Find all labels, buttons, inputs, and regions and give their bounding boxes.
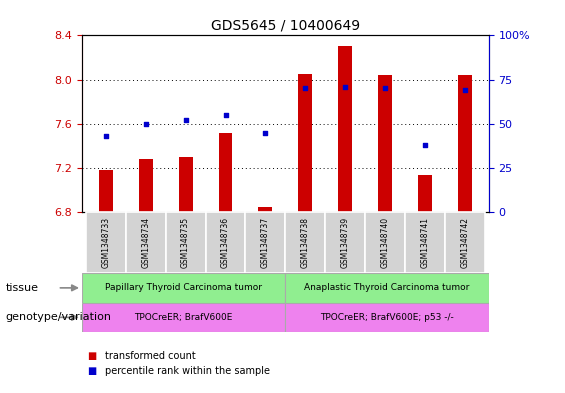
- Text: percentile rank within the sample: percentile rank within the sample: [105, 366, 270, 376]
- Bar: [99, 170, 113, 212]
- Bar: [258, 207, 272, 212]
- Bar: [179, 157, 193, 212]
- Text: genotype/variation: genotype/variation: [6, 312, 112, 322]
- Text: GSM1348741: GSM1348741: [420, 217, 429, 268]
- Point: [101, 133, 110, 139]
- Point: [181, 117, 190, 123]
- Title: GDS5645 / 10400649: GDS5645 / 10400649: [211, 19, 360, 33]
- Bar: [285, 212, 325, 273]
- Text: GSM1348735: GSM1348735: [181, 217, 190, 268]
- Point: [460, 87, 470, 93]
- Bar: [365, 212, 405, 273]
- Text: transformed count: transformed count: [105, 351, 195, 361]
- Point: [380, 85, 389, 92]
- Bar: [378, 75, 392, 212]
- Bar: [166, 212, 206, 273]
- Bar: [298, 74, 312, 212]
- Bar: [285, 303, 489, 332]
- Text: GSM1348738: GSM1348738: [301, 217, 310, 268]
- Text: tissue: tissue: [6, 283, 38, 293]
- Text: GSM1348737: GSM1348737: [261, 217, 270, 268]
- Point: [341, 83, 350, 90]
- Bar: [245, 212, 285, 273]
- Bar: [82, 273, 285, 303]
- Text: GSM1348742: GSM1348742: [460, 217, 470, 268]
- Text: ■: ■: [88, 351, 97, 361]
- Text: GSM1348740: GSM1348740: [381, 217, 389, 268]
- Text: Papillary Thyroid Carcinoma tumor: Papillary Thyroid Carcinoma tumor: [105, 283, 262, 292]
- Text: GSM1348739: GSM1348739: [341, 217, 350, 268]
- Point: [301, 85, 310, 92]
- Bar: [219, 132, 232, 212]
- Text: TPOCreER; BrafV600E: TPOCreER; BrafV600E: [134, 313, 233, 322]
- Text: ■: ■: [88, 366, 97, 376]
- Point: [261, 129, 270, 136]
- Bar: [405, 212, 445, 273]
- Text: GSM1348734: GSM1348734: [141, 217, 150, 268]
- Text: Anaplastic Thyroid Carcinoma tumor: Anaplastic Thyroid Carcinoma tumor: [305, 283, 470, 292]
- Bar: [325, 212, 365, 273]
- Bar: [445, 212, 485, 273]
- Bar: [82, 303, 285, 332]
- Bar: [285, 273, 489, 303]
- Bar: [206, 212, 245, 273]
- Bar: [418, 174, 432, 212]
- Bar: [86, 212, 126, 273]
- Point: [221, 112, 230, 118]
- Text: TPOCreER; BrafV600E; p53 -/-: TPOCreER; BrafV600E; p53 -/-: [320, 313, 454, 322]
- Bar: [126, 212, 166, 273]
- Text: GSM1348736: GSM1348736: [221, 217, 230, 268]
- Bar: [139, 159, 153, 212]
- Bar: [458, 75, 472, 212]
- Point: [420, 142, 429, 148]
- Bar: [338, 46, 352, 212]
- Point: [141, 121, 150, 127]
- Text: GSM1348733: GSM1348733: [101, 217, 110, 268]
